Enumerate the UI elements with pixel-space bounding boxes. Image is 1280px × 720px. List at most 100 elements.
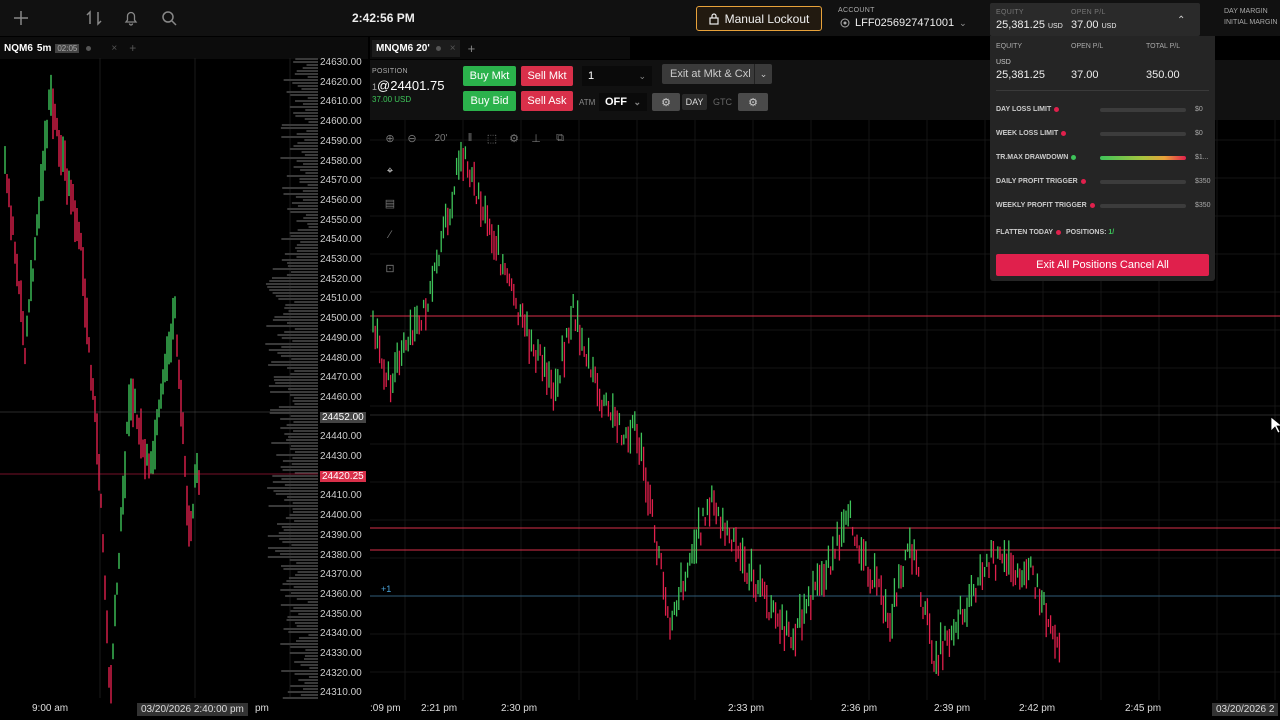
chevron-down-icon[interactable]: ⌄: [754, 64, 772, 84]
price-tick-label: 24550.00: [320, 214, 362, 226]
sell-ask-button[interactable]: Sell Ask: [521, 91, 573, 111]
price-tick-label: 24570.00: [320, 175, 362, 187]
risk-row-value: $350: [1195, 202, 1211, 209]
divider: [996, 90, 1209, 91]
price-tick-label: 24470.00: [320, 372, 362, 384]
chevron-up-icon[interactable]: ⌃: [1177, 15, 1186, 26]
price-tick-label: 24500.00: [320, 313, 362, 325]
status-dot: [435, 45, 441, 51]
flatten-today: FLATTEN TODAY POSITIONS: 1/: [996, 229, 1115, 236]
right-chart[interactable]: [370, 120, 1280, 720]
tab-nqm6[interactable]: NQM6 5m 02:05 × +: [4, 41, 136, 55]
crosshair-icon[interactable]: ⌖: [386, 164, 394, 177]
tab-interval: 20': [416, 42, 430, 54]
equity-caption: EQUITY: [996, 9, 1024, 16]
tab-symbol: MNQM6: [376, 42, 414, 54]
quantity-select[interactable]: 1 ⌄: [582, 66, 652, 86]
left-tab-strip: NQM6 5m 02:05 × +: [0, 37, 368, 59]
price-tick-label: 24390.00: [320, 529, 362, 541]
price-tick-label: 24340.00: [320, 628, 362, 640]
quantity-value: 1: [588, 70, 595, 82]
atm-select[interactable]: OFF ⌄: [599, 93, 647, 111]
zoom-in-icon[interactable]: ⊕: [385, 132, 395, 145]
account-selector[interactable]: LFF0256927471001 ⌄: [840, 17, 967, 29]
tab-mnqm6[interactable]: MNQM6 20' ×: [372, 39, 460, 57]
add-tab-icon[interactable]: +: [467, 40, 476, 56]
exit-all-positions-button[interactable]: Exit All Positions Cancel All: [996, 254, 1209, 276]
settings-icon[interactable]: ⚙: [509, 132, 519, 145]
lock-icon[interactable]: ⊡: [385, 262, 395, 275]
totalpl-amount: 350.00: [1146, 69, 1180, 81]
day-button[interactable]: DAY: [682, 94, 707, 110]
equity-header: EQUITY: [996, 43, 1023, 50]
pencil-icon[interactable]: ∕: [389, 229, 391, 241]
time-tick-label: 9:00 am: [32, 703, 69, 714]
price-tick-label: 24430.00: [320, 451, 362, 462]
add-icon[interactable]: [10, 7, 32, 29]
risk-row-value: $0: [1195, 130, 1203, 137]
close-icon[interactable]: ×: [111, 42, 118, 54]
buy-market-button[interactable]: Buy Mkt: [463, 66, 516, 86]
order-panel: POSITION 1@24401.75 37.00 USD Buy Mkt Se…: [370, 60, 1280, 120]
price-tick-label: 24310.00: [320, 687, 362, 699]
price-tick-label: 24480.00: [320, 352, 362, 364]
gtc-button[interactable]: GTC: [713, 97, 732, 107]
price-tick-label: 24360.00: [320, 588, 362, 600]
risk-row-value: $350: [1195, 178, 1211, 185]
close-icon[interactable]: ×: [449, 42, 456, 54]
atm-caption: ATM: [579, 98, 596, 107]
chevron-down-icon: ⌄: [638, 70, 646, 81]
risk-row-value: $0: [1195, 106, 1203, 113]
price-tick-label: 24410.00: [320, 490, 362, 502]
add-tab-icon[interactable]: +: [129, 41, 137, 55]
sell-market-button[interactable]: Sell Mkt: [521, 66, 573, 86]
select-icon[interactable]: ⬚: [486, 132, 498, 145]
position-marker: +1: [381, 584, 392, 594]
interval-button[interactable]: 20': [434, 132, 448, 144]
account-id: LFF0256927471001: [855, 17, 955, 29]
time-tick-label: 2:36 pm: [841, 703, 878, 714]
account-dropdown: EQUITY OPEN P/L TOTAL P/L USD 25,381.25 …: [990, 36, 1215, 281]
lock-icon: [709, 12, 719, 25]
gear-icon[interactable]: ⚙: [738, 93, 768, 111]
price-tick-label: 24610.00: [320, 96, 362, 108]
price-tick-label: 24452.00: [320, 411, 366, 423]
manual-lockout-button[interactable]: Manual Lockout: [696, 6, 822, 31]
zoom-out-icon[interactable]: ⊖: [407, 132, 417, 145]
search-icon[interactable]: [158, 7, 180, 29]
left-chart-canvas[interactable]: [0, 58, 370, 720]
equity-summary[interactable]: EQUITY 25,381.25 USD OPEN P/L 37.00 USD …: [990, 3, 1200, 36]
equity-value: 25,381.25 USD: [996, 19, 1063, 31]
price-tick-label: 24620.00: [320, 76, 362, 88]
clock: 2:42:56 PM: [352, 11, 415, 25]
right-chart-canvas[interactable]: [370, 120, 1280, 720]
price-tick-label: 24460.00: [320, 391, 362, 403]
risk-row-value: $1...: [1195, 154, 1209, 161]
risk-row-bar: [1100, 132, 1186, 136]
chevron-down-icon: ⌄: [633, 96, 641, 107]
copy-icon[interactable]: ⧉: [556, 131, 564, 144]
day-margin-label: DAY MARGIN: [1224, 8, 1268, 15]
note-icon[interactable]: ▤: [384, 197, 396, 210]
price-tick-label: 24490.00: [320, 332, 362, 344]
gear-icon[interactable]: ⚙: [652, 93, 680, 111]
bell-icon[interactable]: [120, 7, 142, 29]
transfer-icon[interactable]: [83, 7, 105, 29]
currency-label: USD: [996, 59, 1011, 66]
price-tick-label: 24370.00: [320, 569, 362, 581]
mouse-cursor: [1270, 416, 1280, 434]
position-pl: 37.00 USD: [372, 95, 412, 104]
left-chart[interactable]: [0, 58, 370, 720]
buy-bid-button[interactable]: Buy Bid: [463, 91, 516, 111]
candle-icon[interactable]: ‖: [467, 132, 473, 144]
price-tick-label: 24600.00: [320, 116, 362, 128]
risk-row-label: WEEK LOSS LIMIT: [996, 130, 1067, 137]
risk-row-label: DAILY PROFIT TRIGGER: [996, 178, 1086, 185]
position-caption: POSITION: [372, 68, 408, 75]
exit-at-market-button[interactable]: Exit at Mkt & Cxl ⌄: [662, 64, 772, 84]
time-tick-label: 2:30 pm: [501, 703, 538, 714]
lockout-label: Manual Lockout: [724, 11, 810, 26]
price-tick-label: 24530.00: [320, 254, 362, 265]
indicator-icon[interactable]: ⊥: [531, 132, 541, 145]
price-tick-label: 24420.25: [320, 470, 366, 482]
